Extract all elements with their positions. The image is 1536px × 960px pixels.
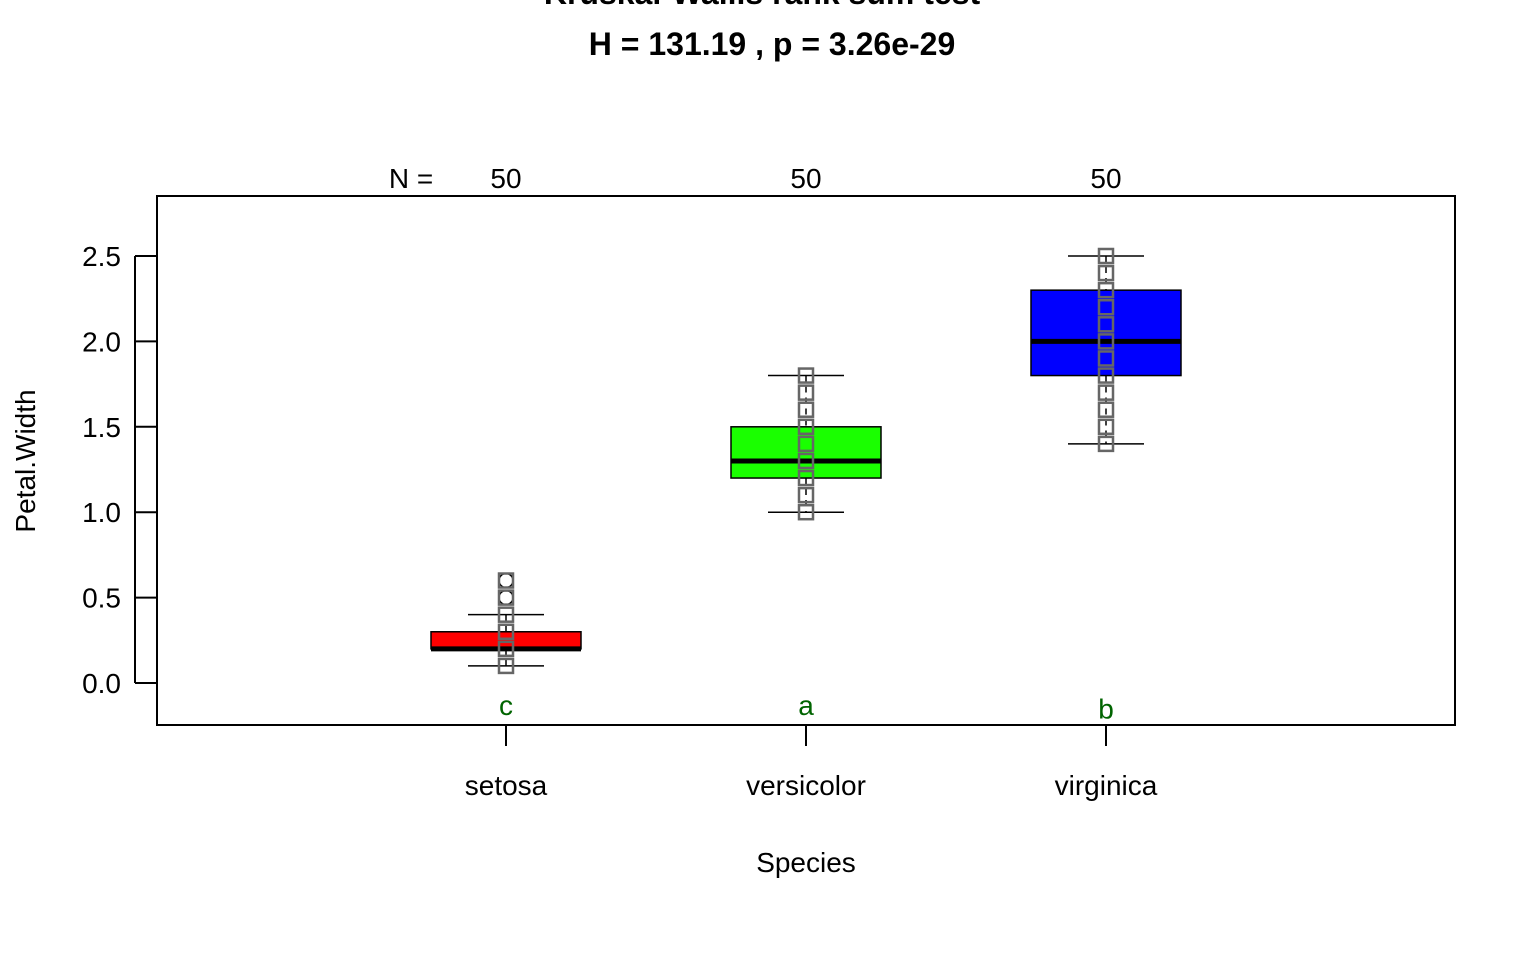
chart-title: Kruskal-Wallis rank sum test xyxy=(544,0,981,11)
data-point xyxy=(1097,418,1115,436)
y-tick-label: 0.5 xyxy=(82,583,121,614)
x-axis: setosa versicolor virginica xyxy=(465,725,1158,801)
data-point xyxy=(497,589,515,606)
data-point xyxy=(1097,435,1115,453)
data-point xyxy=(1097,298,1115,316)
group-letter: c xyxy=(499,690,513,721)
data-point xyxy=(797,435,815,453)
data-point xyxy=(797,486,815,504)
data-point xyxy=(497,606,515,623)
y-axis: 0.0 0.5 1.0 1.5 2.0 2.5 xyxy=(82,241,157,699)
data-point xyxy=(1097,333,1115,350)
data-point xyxy=(797,401,815,418)
box-iqr xyxy=(1030,289,1182,377)
x-tick-label: setosa xyxy=(465,770,548,801)
data-point xyxy=(1097,401,1115,418)
box-iqr xyxy=(430,631,582,650)
n-count: 50 xyxy=(790,163,821,194)
data-point xyxy=(797,367,815,384)
y-tick-label: 2.5 xyxy=(82,241,121,272)
data-point xyxy=(797,503,815,521)
data-point xyxy=(1097,281,1115,299)
data-point xyxy=(497,572,515,589)
data-point xyxy=(1097,316,1115,333)
box-group-versicolor: 50 a xyxy=(730,163,882,721)
boxes: 50 c 50 a 50 b xyxy=(430,163,1182,725)
box-group-setosa: 50 c xyxy=(430,163,582,721)
chart-subtitle: H = 131.19 , p = 3.26e-29 xyxy=(589,26,955,62)
data-point xyxy=(1097,247,1115,265)
data-point xyxy=(1097,264,1115,282)
data-point xyxy=(1097,384,1115,401)
data-point xyxy=(797,418,815,436)
outlier-point xyxy=(498,589,514,606)
y-tick-label: 1.0 xyxy=(82,497,121,528)
group-letter: a xyxy=(798,690,814,721)
x-tick-label: virginica xyxy=(1055,770,1158,801)
data-point xyxy=(1097,350,1115,367)
n-count: 50 xyxy=(490,163,521,194)
data-point xyxy=(797,452,815,470)
n-label: N = xyxy=(389,163,433,194)
data-point xyxy=(497,640,515,658)
data-point xyxy=(1097,367,1115,384)
outlier-point xyxy=(498,572,514,589)
y-tick-label: 0.0 xyxy=(82,668,121,699)
n-count: 50 xyxy=(1090,163,1121,194)
data-point xyxy=(797,469,815,487)
y-tick-label: 1.5 xyxy=(82,412,121,443)
data-point xyxy=(797,384,815,401)
box-iqr xyxy=(730,426,882,479)
box-group-virginica: 50 b xyxy=(1030,163,1182,725)
group-letter: b xyxy=(1098,694,1114,725)
y-axis-label: Petal.Width xyxy=(10,389,41,532)
y-tick-label: 2.0 xyxy=(82,326,121,357)
data-point xyxy=(497,623,515,641)
data-point xyxy=(497,657,515,675)
x-axis-label: Species xyxy=(756,847,856,878)
x-tick-label: versicolor xyxy=(746,770,866,801)
